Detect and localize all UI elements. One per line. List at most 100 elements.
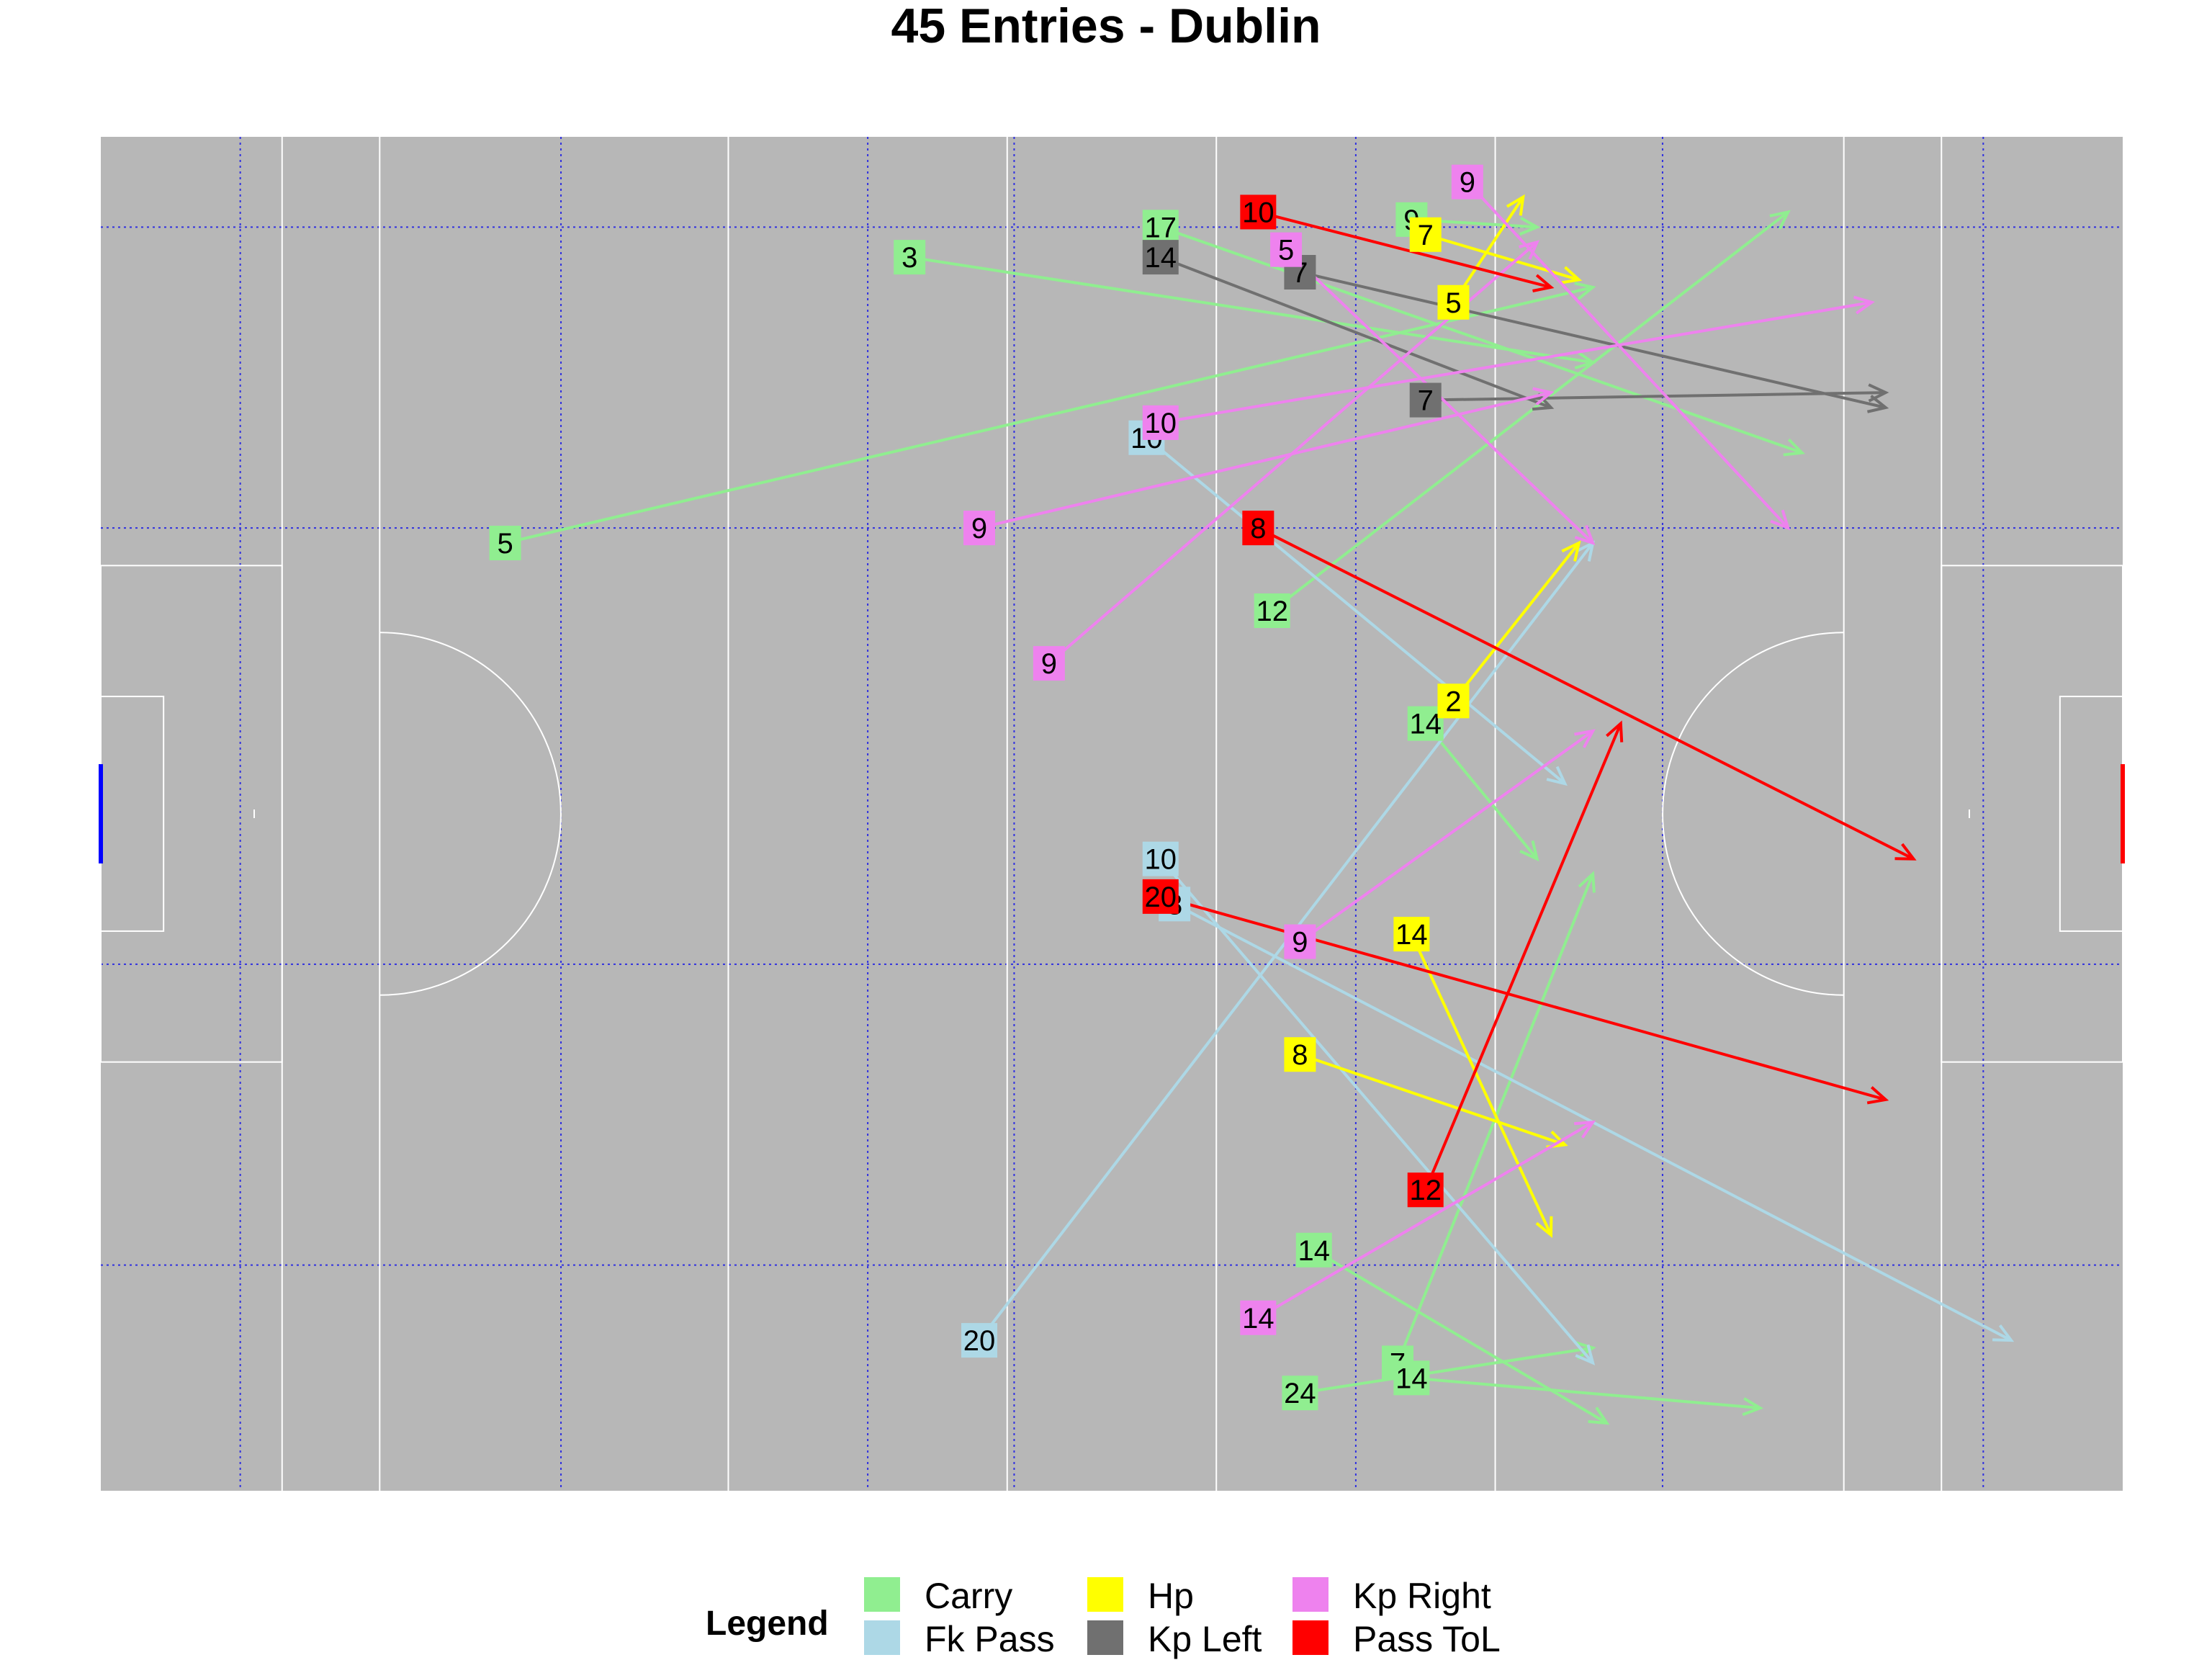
legend-label-pass-tol: Pass ToL bbox=[1353, 1619, 1501, 1659]
arrow-shaft bbox=[1271, 210, 1789, 612]
entry-arrow bbox=[1424, 722, 1539, 862]
arrow-shaft bbox=[1313, 1249, 1608, 1425]
arrow-shaft bbox=[1466, 181, 1789, 529]
arrow-head bbox=[1783, 438, 1805, 457]
arrow-shaft bbox=[909, 256, 1593, 364]
entry-point: 10 bbox=[1240, 194, 1277, 230]
entry-point-box bbox=[1142, 405, 1179, 440]
entry-point-label: 14 bbox=[1145, 242, 1177, 274]
pitch-layer bbox=[99, 137, 2125, 1491]
arrow-shaft bbox=[1146, 436, 1566, 785]
legend-label-hp: Hp bbox=[1148, 1576, 1194, 1616]
arrow-head bbox=[1519, 240, 1540, 260]
arrow-head bbox=[1532, 274, 1555, 292]
entry-point-box bbox=[1437, 683, 1470, 719]
entry-point-box bbox=[1284, 924, 1316, 959]
arrow-shaft bbox=[1424, 722, 1539, 860]
legend-label-kp-right: Kp Right bbox=[1353, 1576, 1491, 1616]
arrow-head bbox=[1853, 295, 1875, 315]
entry-point-label: 10 bbox=[1145, 408, 1177, 439]
arrow-head bbox=[1588, 1406, 1610, 1425]
legend-swatch-kp-right bbox=[1292, 1577, 1328, 1612]
arrow-head bbox=[1532, 387, 1555, 406]
entry-point-box bbox=[1284, 1037, 1316, 1072]
entry-point: 24 bbox=[1282, 1376, 1318, 1411]
entry-arrow bbox=[1271, 210, 1791, 612]
entry-point: 9 bbox=[1284, 924, 1316, 959]
entry-point-label: 14 bbox=[1298, 1235, 1331, 1267]
entry-point-label: 9 bbox=[971, 513, 987, 544]
entry-point-label: 3 bbox=[902, 242, 917, 274]
arrow-head bbox=[1606, 720, 1624, 742]
entry-arrow bbox=[1146, 436, 1568, 786]
entry-point-box bbox=[963, 511, 996, 546]
arrow-head bbox=[1578, 871, 1596, 893]
entry-point-box bbox=[1033, 646, 1065, 681]
entry-arrow bbox=[1313, 1249, 1610, 1425]
arrow-shaft bbox=[1452, 196, 1524, 303]
entry-point: 10 bbox=[1142, 405, 1179, 440]
arrow-head bbox=[1574, 524, 1596, 546]
entry-point: 20 bbox=[961, 1323, 998, 1358]
entry-arrow bbox=[1160, 225, 1805, 457]
arrow-layer bbox=[505, 181, 2015, 1425]
arrow-head bbox=[1575, 1344, 1596, 1365]
legend-swatch-fk-pass bbox=[864, 1620, 900, 1655]
entry-arrow bbox=[1159, 858, 1596, 1365]
entry-point: 14 bbox=[1240, 1300, 1277, 1335]
entry-arrow bbox=[1466, 181, 1791, 531]
entry-point-box bbox=[489, 526, 521, 560]
arrow-shaft bbox=[1159, 858, 1594, 1364]
arrow-shaft bbox=[1425, 391, 1886, 402]
arrow-head bbox=[1894, 843, 1917, 861]
arrow-shaft bbox=[1299, 730, 1594, 943]
entry-point-box bbox=[1409, 217, 1442, 252]
arrow-head bbox=[1519, 216, 1541, 236]
arrow-head bbox=[1574, 1341, 1596, 1360]
entry-arrow bbox=[1411, 1376, 1764, 1417]
arrow-shaft bbox=[1424, 722, 1622, 1190]
entry-point-label: 20 bbox=[963, 1325, 996, 1357]
entry-point-label: 24 bbox=[1284, 1378, 1316, 1409]
arrow-shaft bbox=[1452, 542, 1581, 702]
entry-arrow bbox=[1160, 295, 1875, 424]
arrow-head bbox=[1561, 540, 1581, 562]
entry-point-box bbox=[1282, 1376, 1318, 1411]
arrow-shaft bbox=[1160, 256, 1552, 409]
entry-point-label: 5 bbox=[1278, 235, 1294, 266]
legend: Legend Carry Fk Pass Hp Kp Left Kp Right… bbox=[706, 1574, 1570, 1659]
entry-arrow bbox=[1425, 383, 1889, 403]
legend-label-fk-pass: Fk Pass bbox=[925, 1619, 1055, 1659]
entry-point: 7 bbox=[1409, 382, 1442, 418]
arrow-shaft bbox=[1160, 300, 1872, 424]
arrow-shaft bbox=[1425, 233, 1580, 282]
entry-point-label: 17 bbox=[1145, 212, 1177, 243]
entry-point-label: 9 bbox=[1292, 927, 1308, 959]
entry-point: 3 bbox=[894, 240, 926, 275]
entry-point: 10 bbox=[1142, 841, 1179, 876]
arrow-shaft bbox=[1160, 225, 1803, 454]
entry-arrow bbox=[1257, 1120, 1596, 1319]
entry-point-label: 14 bbox=[1395, 919, 1428, 951]
goal-left bbox=[99, 764, 103, 863]
arrow-shaft bbox=[1257, 210, 1552, 289]
entry-arrow bbox=[1299, 729, 1596, 943]
arrow-head bbox=[1866, 395, 1889, 413]
arrow-head bbox=[1992, 1324, 2015, 1342]
entry-point: 17 bbox=[1142, 210, 1179, 245]
entry-arrow bbox=[1257, 526, 1917, 861]
entry-point-box bbox=[1142, 841, 1179, 876]
entry-point-label: 9 bbox=[1460, 167, 1475, 199]
entry-point: 2 bbox=[1437, 683, 1470, 719]
legend-swatch-hp bbox=[1087, 1577, 1123, 1612]
arrow-head bbox=[1866, 1086, 1889, 1105]
entry-point: 14 bbox=[1393, 1360, 1430, 1396]
entry-point-label: 5 bbox=[497, 528, 513, 560]
entry-arrow bbox=[1424, 720, 1624, 1190]
entry-point: 5 bbox=[1437, 284, 1470, 320]
arrow-head bbox=[1535, 1216, 1553, 1239]
arrow-shaft bbox=[505, 285, 1593, 544]
arrow-head bbox=[1574, 1120, 1596, 1139]
entry-point-label: 10 bbox=[1145, 844, 1177, 876]
arrow-shaft bbox=[1411, 1376, 1761, 1410]
